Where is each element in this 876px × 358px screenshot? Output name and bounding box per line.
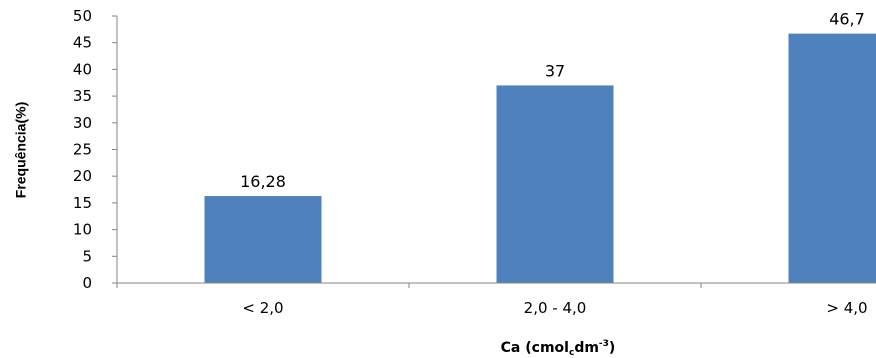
x-tick-label: < 2,0 (242, 299, 283, 317)
y-tick-label: 5 (82, 247, 92, 265)
data-label: 16,28 (240, 172, 286, 191)
y-axis-tick-labels: 0 5 10 15 20 25 30 35 40 45 50 (73, 7, 92, 292)
y-axis-title: Frequência(%) (13, 102, 29, 198)
x-tick-label: > 4,0 (826, 299, 867, 317)
bar (788, 33, 876, 283)
x-axis-title: Ca (cmolcdm-3) (501, 339, 616, 358)
x-tick-label: 2,0 - 4,0 (524, 299, 587, 317)
y-tick-label: 40 (73, 60, 92, 78)
y-tick-label: 35 (73, 87, 92, 105)
y-tick-label: 25 (73, 141, 92, 159)
data-label: 46,7 (829, 10, 865, 29)
y-axis-ticks (112, 15, 117, 284)
bars (204, 33, 876, 283)
y-tick-label: 0 (82, 274, 92, 292)
x-axis-ticks (116, 283, 702, 288)
y-tick-label: 50 (73, 7, 92, 25)
x-axis-tick-labels: < 2,0 2,0 - 4,0 > 4,0 (242, 299, 867, 317)
y-tick-label: 10 (73, 221, 92, 239)
y-tick-label: 30 (73, 114, 92, 132)
data-label: 37 (545, 61, 565, 80)
y-tick-label: 20 (73, 167, 92, 185)
data-labels: 16,28 37 46,7 (240, 10, 865, 191)
bar (204, 196, 322, 283)
y-tick-label: 15 (73, 194, 92, 212)
y-tick-label: 45 (73, 34, 92, 52)
bar (496, 85, 614, 283)
